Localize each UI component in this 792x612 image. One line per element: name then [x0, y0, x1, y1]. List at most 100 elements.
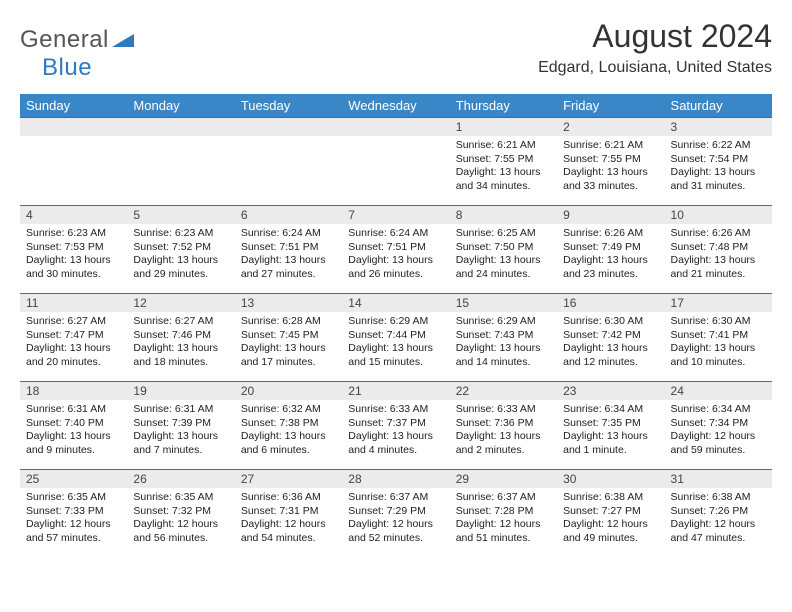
header: General Blue August 2024 Edgard, Louisia… — [20, 18, 772, 82]
calendar-cell: 27Sunrise: 6:36 AMSunset: 7:31 PMDayligh… — [235, 469, 342, 557]
day-content: Sunrise: 6:26 AMSunset: 7:49 PMDaylight:… — [557, 224, 664, 288]
day-content: Sunrise: 6:27 AMSunset: 7:46 PMDaylight:… — [127, 312, 234, 376]
day-content: Sunrise: 6:30 AMSunset: 7:41 PMDaylight:… — [665, 312, 772, 376]
day-number: 14 — [342, 293, 449, 312]
sunset-text: Sunset: 7:26 PM — [671, 505, 766, 519]
day-number — [235, 117, 342, 136]
sunset-text: Sunset: 7:42 PM — [563, 329, 658, 343]
daylight-text: Daylight: 13 hours and 12 minutes. — [563, 342, 658, 369]
calendar-cell: 24Sunrise: 6:34 AMSunset: 7:34 PMDayligh… — [665, 381, 772, 469]
sunset-text: Sunset: 7:36 PM — [456, 417, 551, 431]
day-number: 21 — [342, 381, 449, 400]
day-number — [342, 117, 449, 136]
day-header: Sunday — [20, 94, 127, 117]
calendar-cell: 21Sunrise: 6:33 AMSunset: 7:37 PMDayligh… — [342, 381, 449, 469]
daylight-text: Daylight: 13 hours and 18 minutes. — [133, 342, 228, 369]
day-number: 24 — [665, 381, 772, 400]
sunset-text: Sunset: 7:47 PM — [26, 329, 121, 343]
sunset-text: Sunset: 7:48 PM — [671, 241, 766, 255]
sunset-text: Sunset: 7:44 PM — [348, 329, 443, 343]
daylight-text: Daylight: 13 hours and 4 minutes. — [348, 430, 443, 457]
sunset-text: Sunset: 7:34 PM — [671, 417, 766, 431]
sunrise-text: Sunrise: 6:38 AM — [563, 491, 658, 505]
sunrise-text: Sunrise: 6:37 AM — [348, 491, 443, 505]
sunrise-text: Sunrise: 6:31 AM — [26, 403, 121, 417]
day-content: Sunrise: 6:27 AMSunset: 7:47 PMDaylight:… — [20, 312, 127, 376]
day-content: Sunrise: 6:25 AMSunset: 7:50 PMDaylight:… — [450, 224, 557, 288]
calendar-week: 18Sunrise: 6:31 AMSunset: 7:40 PMDayligh… — [20, 381, 772, 469]
daylight-text: Daylight: 13 hours and 26 minutes. — [348, 254, 443, 281]
day-content: Sunrise: 6:35 AMSunset: 7:32 PMDaylight:… — [127, 488, 234, 552]
calendar-cell: 10Sunrise: 6:26 AMSunset: 7:48 PMDayligh… — [665, 205, 772, 293]
day-number: 19 — [127, 381, 234, 400]
day-number: 2 — [557, 117, 664, 136]
day-number: 17 — [665, 293, 772, 312]
sunset-text: Sunset: 7:39 PM — [133, 417, 228, 431]
daylight-text: Daylight: 13 hours and 20 minutes. — [26, 342, 121, 369]
daylight-text: Daylight: 13 hours and 27 minutes. — [241, 254, 336, 281]
calendar-cell: 14Sunrise: 6:29 AMSunset: 7:44 PMDayligh… — [342, 293, 449, 381]
daylight-text: Daylight: 13 hours and 24 minutes. — [456, 254, 551, 281]
sunset-text: Sunset: 7:31 PM — [241, 505, 336, 519]
calendar-cell: 8Sunrise: 6:25 AMSunset: 7:50 PMDaylight… — [450, 205, 557, 293]
calendar-week: 4Sunrise: 6:23 AMSunset: 7:53 PMDaylight… — [20, 205, 772, 293]
sunset-text: Sunset: 7:51 PM — [241, 241, 336, 255]
sunrise-text: Sunrise: 6:22 AM — [671, 139, 766, 153]
daylight-text: Daylight: 13 hours and 6 minutes. — [241, 430, 336, 457]
calendar-cell: 19Sunrise: 6:31 AMSunset: 7:39 PMDayligh… — [127, 381, 234, 469]
calendar-table: SundayMondayTuesdayWednesdayThursdayFrid… — [20, 94, 772, 557]
sunset-text: Sunset: 7:27 PM — [563, 505, 658, 519]
day-content: Sunrise: 6:37 AMSunset: 7:28 PMDaylight:… — [450, 488, 557, 552]
day-content: Sunrise: 6:37 AMSunset: 7:29 PMDaylight:… — [342, 488, 449, 552]
day-content: Sunrise: 6:32 AMSunset: 7:38 PMDaylight:… — [235, 400, 342, 464]
sunrise-text: Sunrise: 6:26 AM — [671, 227, 766, 241]
sunrise-text: Sunrise: 6:27 AM — [26, 315, 121, 329]
sunset-text: Sunset: 7:33 PM — [26, 505, 121, 519]
logo-text: General Blue — [20, 26, 134, 82]
calendar-cell: 28Sunrise: 6:37 AMSunset: 7:29 PMDayligh… — [342, 469, 449, 557]
calendar-cell: 18Sunrise: 6:31 AMSunset: 7:40 PMDayligh… — [20, 381, 127, 469]
sunrise-text: Sunrise: 6:29 AM — [348, 315, 443, 329]
calendar-week: 11Sunrise: 6:27 AMSunset: 7:47 PMDayligh… — [20, 293, 772, 381]
sunset-text: Sunset: 7:54 PM — [671, 153, 766, 167]
day-number — [127, 117, 234, 136]
day-number: 29 — [450, 469, 557, 488]
day-content: Sunrise: 6:35 AMSunset: 7:33 PMDaylight:… — [20, 488, 127, 552]
day-content: Sunrise: 6:29 AMSunset: 7:44 PMDaylight:… — [342, 312, 449, 376]
day-content: Sunrise: 6:31 AMSunset: 7:39 PMDaylight:… — [127, 400, 234, 464]
logo-triangle-icon — [112, 31, 134, 47]
calendar-cell: 15Sunrise: 6:29 AMSunset: 7:43 PMDayligh… — [450, 293, 557, 381]
day-content: Sunrise: 6:38 AMSunset: 7:27 PMDaylight:… — [557, 488, 664, 552]
logo-part1: General — [20, 26, 109, 53]
daylight-text: Daylight: 13 hours and 2 minutes. — [456, 430, 551, 457]
calendar-week: 1Sunrise: 6:21 AMSunset: 7:55 PMDaylight… — [20, 117, 772, 205]
day-number: 18 — [20, 381, 127, 400]
day-number: 3 — [665, 117, 772, 136]
day-content: Sunrise: 6:24 AMSunset: 7:51 PMDaylight:… — [342, 224, 449, 288]
calendar-cell: 12Sunrise: 6:27 AMSunset: 7:46 PMDayligh… — [127, 293, 234, 381]
calendar-cell: 17Sunrise: 6:30 AMSunset: 7:41 PMDayligh… — [665, 293, 772, 381]
sunrise-text: Sunrise: 6:29 AM — [456, 315, 551, 329]
day-content: Sunrise: 6:38 AMSunset: 7:26 PMDaylight:… — [665, 488, 772, 552]
day-content: Sunrise: 6:21 AMSunset: 7:55 PMDaylight:… — [450, 136, 557, 200]
sunset-text: Sunset: 7:32 PM — [133, 505, 228, 519]
calendar-cell: 26Sunrise: 6:35 AMSunset: 7:32 PMDayligh… — [127, 469, 234, 557]
sunrise-text: Sunrise: 6:26 AM — [563, 227, 658, 241]
calendar-cell: 6Sunrise: 6:24 AMSunset: 7:51 PMDaylight… — [235, 205, 342, 293]
day-header: Tuesday — [235, 94, 342, 117]
logo-part2: Blue — [42, 54, 92, 81]
sunrise-text: Sunrise: 6:33 AM — [456, 403, 551, 417]
logo: General Blue — [20, 26, 134, 82]
calendar-cell: 31Sunrise: 6:38 AMSunset: 7:26 PMDayligh… — [665, 469, 772, 557]
daylight-text: Daylight: 13 hours and 17 minutes. — [241, 342, 336, 369]
daylight-text: Daylight: 12 hours and 51 minutes. — [456, 518, 551, 545]
daylight-text: Daylight: 13 hours and 15 minutes. — [348, 342, 443, 369]
sunset-text: Sunset: 7:51 PM — [348, 241, 443, 255]
day-content: Sunrise: 6:30 AMSunset: 7:42 PMDaylight:… — [557, 312, 664, 376]
day-number: 25 — [20, 469, 127, 488]
day-header: Monday — [127, 94, 234, 117]
title-block: August 2024 Edgard, Louisiana, United St… — [538, 18, 772, 77]
day-header: Wednesday — [342, 94, 449, 117]
daylight-text: Daylight: 13 hours and 10 minutes. — [671, 342, 766, 369]
sunrise-text: Sunrise: 6:33 AM — [348, 403, 443, 417]
